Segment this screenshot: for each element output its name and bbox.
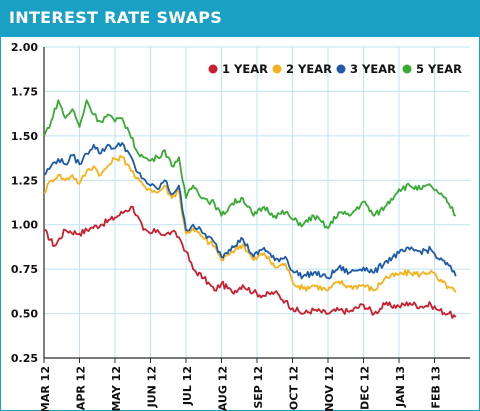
x-tick-label: MAR 12	[39, 366, 52, 411]
y-tick-label: 1.25	[11, 174, 38, 187]
chart-title: INTEREST RATE SWAPS	[9, 8, 223, 27]
legend-label: 1 YEAR	[222, 62, 268, 76]
y-tick-label: 2.00	[11, 41, 38, 54]
legend-marker	[272, 64, 282, 74]
x-tick-label: OCT 12	[288, 366, 301, 410]
legend-marker	[402, 64, 412, 74]
y-tick-label: 0.50	[11, 308, 38, 321]
legend-marker	[336, 64, 346, 74]
y-tick-label: 0.75	[11, 263, 38, 276]
legend-label: 3 YEAR	[350, 62, 396, 76]
x-tick-label: JUL 12	[181, 366, 194, 406]
x-tick-label: NOV 12	[323, 366, 336, 411]
y-tick-label: 1.50	[11, 130, 38, 143]
legend-label: 5 YEAR	[416, 62, 462, 76]
x-tick-label: AUG 12	[217, 366, 230, 411]
x-tick-label: MAY 12	[110, 366, 123, 411]
series-layer	[43, 99, 457, 319]
x-tick-label: DEC 12	[359, 366, 372, 410]
y-tick-label: 1.75	[11, 85, 38, 98]
legend-marker	[208, 64, 218, 74]
x-tick-label: SEP 12	[252, 366, 265, 409]
series-line-2	[43, 154, 457, 293]
series-line-4	[43, 99, 457, 230]
x-tick-label: JUN 12	[146, 366, 159, 408]
x-tick-label: FEB 13	[430, 366, 443, 409]
grid-layer	[43, 46, 470, 359]
legend: 1 YEAR 2 YEAR 3 YEAR 5 YEAR	[208, 62, 462, 76]
chart-header: INTEREST RATE SWAPS	[1, 1, 479, 37]
series-line-1	[43, 205, 457, 319]
x-tick-label: APR 12	[75, 366, 88, 410]
legend-label: 2 YEAR	[286, 62, 332, 76]
x-tick-label: JAN 13	[394, 366, 407, 408]
series-line-3	[43, 142, 457, 280]
y-tick-label: 1.00	[11, 219, 38, 232]
y-tick-label: 0.25	[11, 352, 38, 365]
